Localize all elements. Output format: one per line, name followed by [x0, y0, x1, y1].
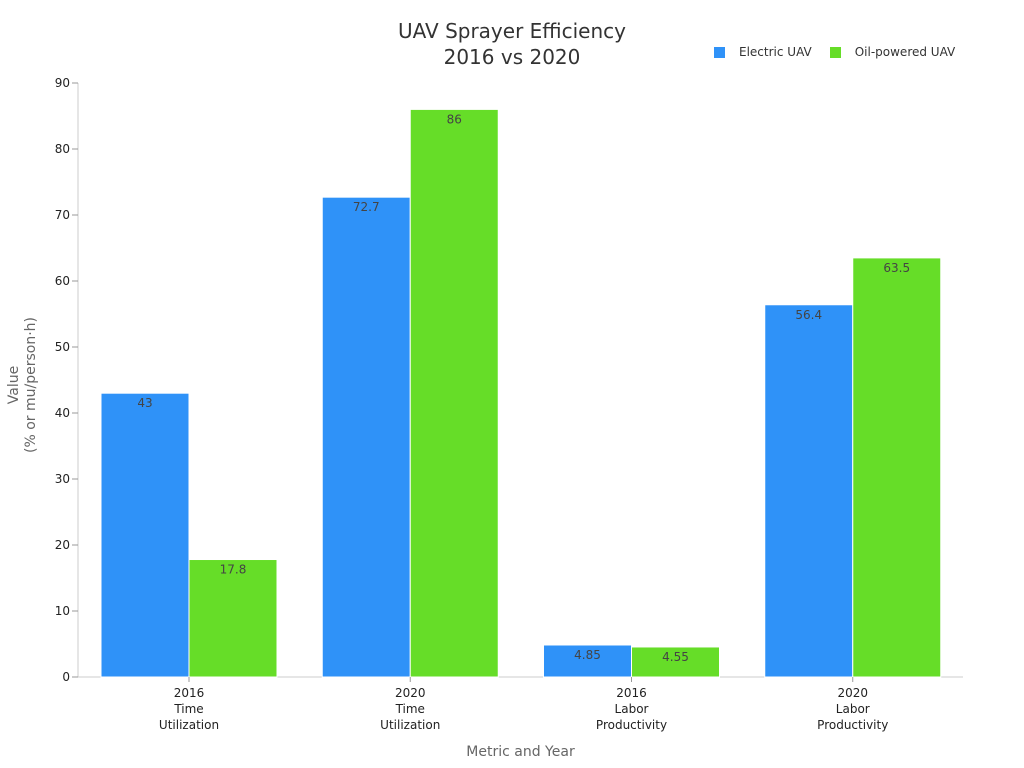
y-tick-label: 70 — [55, 208, 70, 222]
legend-item-electric: Electric UAV — [714, 45, 812, 59]
y-axis-title-line: (% or mu/person·h) — [23, 317, 39, 453]
legend-label-oil: Oil-powered UAV — [854, 45, 956, 59]
bar-value-label: 43 — [137, 396, 152, 410]
bar — [409, 108, 499, 678]
x-axis-title: Metric and Year — [466, 744, 575, 760]
y-axis-title-line: Value — [6, 366, 22, 404]
bar-value-label: 63.5 — [883, 261, 910, 275]
bar-value-label: 17.8 — [220, 563, 247, 577]
legend-swatch-oil — [829, 46, 841, 58]
bar — [852, 257, 942, 678]
x-tick-label: Productivity — [596, 718, 667, 732]
y-tick-label: 80 — [55, 142, 70, 156]
bar-value-label: 86 — [447, 112, 462, 126]
bar — [188, 559, 278, 678]
x-tick-label: Time — [173, 702, 203, 716]
legend-label-electric: Electric UAV — [739, 45, 812, 59]
y-tick-label: 90 — [55, 76, 70, 90]
x-tick-label: 2020 — [837, 686, 868, 700]
y-tick-label: 10 — [55, 604, 70, 618]
x-tick-label: 2016 — [174, 686, 205, 700]
y-axis-title: Value(% or mu/person·h) — [6, 317, 39, 453]
legend-swatch-electric — [714, 46, 725, 58]
bar — [321, 196, 411, 678]
x-tick-label: Productivity — [817, 718, 888, 732]
bar-value-label: 72.7 — [353, 200, 380, 214]
legend-item-oil: Oil-powered UAV — [829, 45, 956, 59]
chart-title: UAV Sprayer Efficiency 2016 vs 2020 — [0, 18, 1024, 70]
x-tick-label: 2020 — [395, 686, 426, 700]
y-tick-label: 20 — [55, 538, 70, 552]
y-tick-label: 60 — [55, 274, 70, 288]
y-tick-label: 0 — [62, 670, 70, 684]
x-tick-label: 2016 — [616, 686, 647, 700]
bar-value-label: 4.55 — [662, 650, 689, 664]
x-tick-label: Labor — [836, 702, 870, 716]
bar-value-label: 56.4 — [795, 308, 822, 322]
bar — [100, 392, 190, 678]
bar — [543, 644, 632, 678]
y-tick-label: 30 — [55, 472, 70, 486]
bar-value-label: 4.85 — [574, 648, 601, 662]
x-tick-label: Utilization — [380, 718, 440, 732]
bar — [764, 304, 854, 678]
y-tick-label: 50 — [55, 340, 70, 354]
chart-legend: Electric UAV Oil-powered UAV — [714, 45, 973, 59]
x-tick-label: Utilization — [159, 718, 219, 732]
bar — [631, 646, 720, 678]
x-tick-label: Labor — [615, 702, 649, 716]
chart-title-line-2: 2016 vs 2020 — [443, 45, 581, 69]
x-tick-label: Time — [395, 702, 425, 716]
y-tick-label: 40 — [55, 406, 70, 420]
chart-title-line-1: UAV Sprayer Efficiency — [397, 19, 626, 43]
